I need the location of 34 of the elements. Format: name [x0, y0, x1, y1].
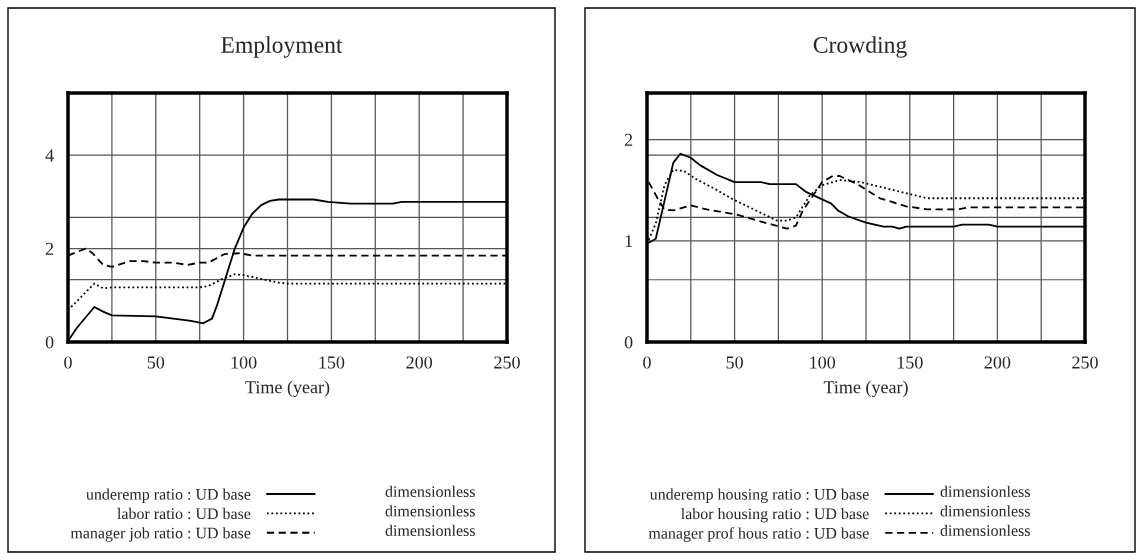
legend-label: labor ratio : UD base: [117, 507, 251, 520]
legend-label: underemp ratio : UD base: [86, 488, 251, 503]
chart-title: Crowding: [813, 36, 907, 58]
x-tick-label: 100: [810, 356, 836, 369]
text: dimensionless: [940, 485, 1030, 497]
text: dimensionless: [385, 524, 475, 536]
x-tick-label: 50: [147, 356, 165, 369]
legend-label: labor housing ratio : UD base: [681, 507, 869, 523]
x-tick-label: 200: [406, 356, 433, 369]
y-tick-label: 2: [624, 133, 633, 146]
x-tick-label: 0: [643, 356, 651, 369]
x-tick-label: 250: [1072, 356, 1098, 369]
y-tick-label: 0: [624, 336, 633, 349]
y-tick-label: 4: [45, 149, 54, 162]
legend-label: manager job ratio : UD base: [70, 527, 251, 542]
x-axis-title: Time (year): [245, 380, 330, 398]
y-tick-label: 1: [625, 235, 633, 248]
x-tick-label: 250: [494, 356, 520, 369]
text: dimensionless: [940, 505, 1030, 517]
x-tick-label: 150: [319, 356, 345, 369]
x-tick-label: 0: [64, 356, 72, 369]
text: dimensionless: [385, 485, 475, 497]
x-tick-label: 100: [231, 356, 257, 369]
legend-label: underemp housing ratio : UD base: [649, 488, 869, 504]
text: dimensionless: [940, 524, 1030, 536]
x-tick-label: 50: [726, 356, 743, 369]
chart-title: Employment: [221, 36, 343, 58]
legend-label: manager prof hous ratio : UD base: [648, 527, 869, 542]
text: dimensionless: [385, 505, 475, 517]
x-tick-label: 200: [984, 356, 1011, 369]
y-tick-label: 0: [45, 336, 54, 349]
x-tick-label: 150: [897, 356, 923, 369]
y-tick-label: 2: [45, 242, 54, 255]
x-axis-title: Time (year): [823, 380, 908, 398]
